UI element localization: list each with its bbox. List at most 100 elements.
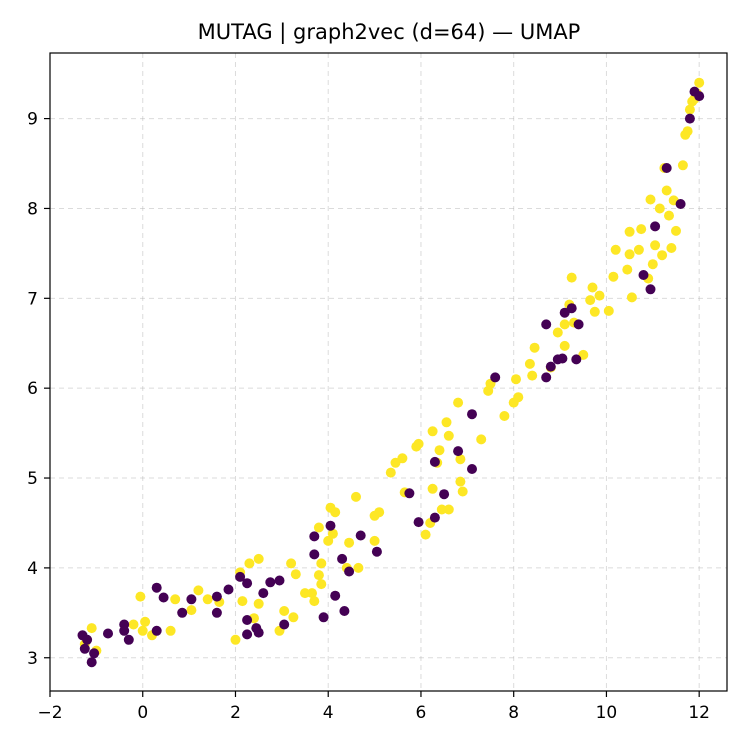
grid-lines (50, 53, 727, 691)
data-point-class-1 (279, 606, 290, 616)
data-point-class-1 (559, 319, 570, 330)
data-point-class-1 (170, 594, 181, 605)
data-point-class-0 (242, 615, 253, 625)
data-point-class-1 (374, 507, 385, 518)
data-point-class-0 (123, 634, 134, 645)
data-point-class-1 (455, 454, 466, 465)
data-point-class-1 (135, 591, 146, 602)
data-point-class-1 (682, 126, 693, 137)
data-point-class-1 (344, 537, 355, 548)
data-point-class-1 (290, 569, 301, 580)
data-points (77, 77, 705, 668)
data-point-class-0 (645, 284, 656, 295)
data-point-class-0 (309, 531, 320, 542)
data-point-class-0 (490, 372, 501, 383)
y-tick-label: 3 (27, 649, 38, 669)
data-point-class-1 (237, 596, 248, 607)
data-point-class-1 (165, 625, 176, 636)
data-point-class-1 (202, 594, 213, 605)
x-tick-label: 10 (596, 703, 618, 723)
data-point-class-1 (622, 264, 633, 275)
data-point-class-1 (626, 292, 637, 303)
data-point-class-1 (300, 588, 310, 599)
data-point-class-1 (316, 579, 327, 590)
data-point-class-1 (397, 453, 408, 464)
data-point-class-0 (453, 446, 464, 457)
data-point-class-1 (457, 486, 468, 497)
data-point-class-0 (694, 91, 705, 102)
data-point-class-0 (573, 319, 584, 330)
data-point-class-1 (353, 562, 364, 573)
data-point-class-1 (385, 467, 396, 478)
data-point-class-0 (339, 606, 350, 616)
data-point-class-0 (103, 628, 113, 639)
data-point-class-1 (443, 504, 454, 515)
data-point-class-0 (242, 578, 253, 589)
data-point-class-0 (675, 199, 686, 209)
x-tick-label: 2 (230, 703, 241, 723)
data-point-class-1 (664, 210, 674, 221)
data-point-class-1 (307, 588, 317, 599)
data-point-class-1 (309, 596, 320, 607)
data-point-class-1 (476, 434, 487, 445)
data-point-class-0 (545, 361, 556, 372)
data-point-class-0 (158, 592, 169, 603)
data-point-class-1 (86, 623, 97, 634)
data-point-class-0 (274, 575, 285, 586)
data-point-class-0 (318, 612, 329, 623)
data-point-class-0 (404, 488, 415, 499)
data-point-class-1 (420, 529, 431, 540)
data-point-class-1 (351, 491, 361, 502)
data-point-class-1 (434, 445, 445, 456)
data-point-class-1 (529, 342, 540, 353)
data-point-class-0 (151, 582, 162, 593)
data-point-class-1 (443, 430, 454, 441)
data-point-class-1 (313, 522, 324, 533)
data-point-class-0 (439, 489, 450, 500)
y-tick-label: 6 (27, 379, 38, 399)
data-point-class-0 (253, 627, 264, 638)
data-point-class-1 (244, 558, 255, 569)
data-point-class-1 (413, 438, 424, 449)
data-point-class-0 (638, 270, 649, 280)
data-point-class-1 (436, 504, 447, 515)
data-point-class-1 (684, 104, 695, 115)
data-point-class-1 (657, 250, 668, 261)
data-point-class-1 (193, 585, 204, 596)
data-point-class-0 (355, 530, 366, 541)
data-point-class-0 (211, 591, 222, 602)
data-point-class-1 (650, 240, 661, 251)
data-point-class-0 (650, 221, 661, 232)
data-point-class-1 (666, 243, 677, 253)
data-point-class-1 (566, 272, 577, 283)
data-point-class-1 (253, 553, 264, 564)
data-point-class-1 (694, 77, 705, 88)
data-point-class-1 (552, 327, 563, 338)
data-point-class-0 (371, 546, 382, 557)
data-point-class-0 (566, 303, 577, 314)
data-point-class-1 (316, 558, 327, 569)
data-point-class-1 (585, 295, 596, 306)
data-point-class-1 (323, 535, 334, 546)
data-point-class-1 (140, 616, 151, 627)
x-tick-label: 4 (323, 703, 334, 723)
x-axis-ticks: −2 0 2 4 6 8 10 12 (37, 691, 710, 723)
data-point-class-0 (429, 456, 440, 467)
chart-title: MUTAG | graph2vec (d=64) — UMAP (198, 20, 581, 45)
data-point-class-0 (467, 409, 477, 420)
data-point-class-1 (671, 225, 681, 236)
data-point-class-0 (541, 319, 552, 330)
x-tick-label: −2 (37, 703, 62, 723)
y-tick-label: 4 (27, 559, 38, 579)
data-point-class-1 (594, 290, 605, 301)
data-point-class-1 (559, 340, 570, 351)
data-point-class-1 (527, 370, 538, 381)
data-point-class-0 (177, 607, 188, 618)
data-point-class-1 (313, 570, 324, 581)
data-point-class-0 (223, 584, 234, 595)
data-point-class-1 (453, 397, 464, 408)
data-point-class-0 (235, 571, 246, 582)
x-tick-label: 6 (416, 703, 427, 723)
data-point-class-0 (186, 594, 197, 605)
